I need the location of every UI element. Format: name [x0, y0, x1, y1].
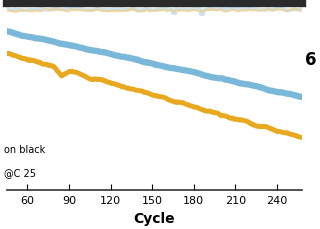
Text: 6: 6	[305, 51, 316, 69]
Text: @C 25: @C 25	[4, 167, 36, 177]
X-axis label: Cycle: Cycle	[133, 211, 175, 225]
Text: on black: on black	[4, 144, 45, 155]
